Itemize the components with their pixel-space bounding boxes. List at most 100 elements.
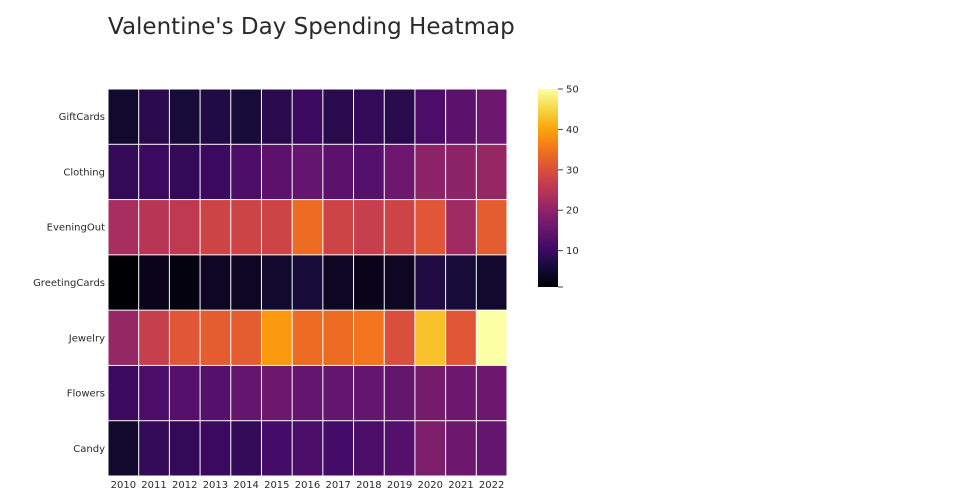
heatmap-cell-candy-2017 — [323, 421, 354, 476]
heatmap-cell-clothing-2018 — [354, 144, 384, 200]
x-tick-label: 2011 — [141, 480, 166, 491]
x-tick-label: 2016 — [295, 480, 320, 491]
heatmap-cell-giftcards-2011 — [139, 89, 169, 144]
heatmap-cell-eveningout-2019 — [384, 200, 415, 255]
heatmap-cell-flowers-2012 — [169, 365, 200, 421]
heatmap-cell-flowers-2020 — [415, 365, 446, 421]
heatmap-cell-jewelry-2019 — [384, 310, 415, 365]
heatmap-cell-greetingcards-2019 — [384, 255, 415, 310]
heatmap-cell-eveningout-2013 — [200, 200, 231, 255]
heatmap-cell-giftcards-2013 — [200, 89, 231, 144]
y-tick-label: Clothing — [63, 167, 105, 178]
heatmap-cell-clothing-2022 — [476, 144, 507, 200]
heatmap-cell-giftcards-2014 — [231, 89, 261, 144]
heatmap-cell-greetingcards-2016 — [292, 255, 323, 310]
heatmap-cell-jewelry-2017 — [323, 310, 354, 365]
heatmap-cell-eveningout-2012 — [169, 200, 200, 255]
heatmap-cell-jewelry-2016 — [292, 310, 323, 365]
heatmap-cell-greetingcards-2017 — [323, 255, 354, 310]
heatmap-cell-candy-2015 — [261, 421, 292, 476]
heatmap-cell-greetingcards-2014 — [231, 255, 261, 310]
heatmap-cell-clothing-2015 — [261, 144, 292, 200]
heatmap-cell-clothing-2016 — [292, 144, 323, 200]
heatmap-cells — [108, 89, 507, 476]
heatmap-cell-greetingcards-2012 — [169, 255, 200, 310]
y-axis-ticks: GiftCards Clothing EveningOut GreetingCards… — [33, 112, 105, 455]
heatmap-cell-candy-2021 — [446, 421, 476, 476]
colorbar-tick-label: 20 — [566, 206, 579, 217]
y-tick-label: GiftCards — [59, 112, 105, 123]
heatmap-cell-clothing-2012 — [169, 144, 200, 200]
heatmap-cell-jewelry-2013 — [200, 310, 231, 365]
heatmap-cell-flowers-2013 — [200, 365, 231, 421]
heatmap-cell-jewelry-2014 — [231, 310, 261, 365]
x-tick-label: 2017 — [325, 480, 350, 491]
heatmap-cell-jewelry-2012 — [169, 310, 200, 365]
heatmap-cell-greetingcards-2015 — [261, 255, 292, 310]
heatmap-cell-giftcards-2019 — [384, 89, 415, 144]
heatmap-cell-flowers-2011 — [139, 365, 169, 421]
heatmap-cell-candy-2012 — [169, 421, 200, 476]
heatmap-cell-giftcards-2021 — [446, 89, 476, 144]
colorbar-tick-label: 30 — [566, 165, 579, 176]
heatmap-cell-clothing-2010 — [108, 144, 139, 200]
heatmap-cell-eveningout-2015 — [261, 200, 292, 255]
heatmap-cell-giftcards-2016 — [292, 89, 323, 144]
x-tick-label: 2015 — [264, 480, 289, 491]
heatmap-cell-greetingcards-2020 — [415, 255, 446, 310]
heatmap-cell-eveningout-2016 — [292, 200, 323, 255]
heatmap-cell-flowers-2022 — [476, 365, 507, 421]
heatmap-cell-giftcards-2020 — [415, 89, 446, 144]
x-tick-label: 2013 — [203, 480, 228, 491]
heatmap-cell-flowers-2017 — [323, 365, 354, 421]
heatmap-cell-clothing-2019 — [384, 144, 415, 200]
heatmap-cell-candy-2018 — [354, 421, 384, 476]
y-tick-label: Flowers — [67, 389, 105, 400]
y-tick-label: EveningOut — [47, 223, 105, 234]
heatmap-cell-jewelry-2022 — [476, 310, 507, 365]
heatmap-cell-giftcards-2018 — [354, 89, 384, 144]
colorbar-ticks: 10 20 30 40 50 — [558, 85, 579, 288]
x-tick-label: 2020 — [418, 480, 443, 491]
heatmap-cell-clothing-2014 — [231, 144, 261, 200]
x-tick-label: 2018 — [356, 480, 381, 491]
heatmap-cell-greetingcards-2010 — [108, 255, 139, 310]
heatmap-cell-jewelry-2020 — [415, 310, 446, 365]
heatmap-cell-jewelry-2010 — [108, 310, 139, 365]
heatmap-cell-eveningout-2017 — [323, 200, 354, 255]
heatmap-cell-candy-2020 — [415, 421, 446, 476]
heatmap-cell-giftcards-2010 — [108, 89, 139, 144]
colorbar-tick-label: 50 — [566, 85, 579, 96]
heatmap-cell-candy-2014 — [231, 421, 261, 476]
heatmap-cell-candy-2022 — [476, 421, 507, 476]
heatmap-cell-flowers-2019 — [384, 365, 415, 421]
heatmap-cell-eveningout-2020 — [415, 200, 446, 255]
heatmap-cell-clothing-2017 — [323, 144, 354, 200]
heatmap-cell-greetingcards-2018 — [354, 255, 384, 310]
heatmap-cell-candy-2019 — [384, 421, 415, 476]
x-tick-label: 2021 — [448, 480, 473, 491]
chart-title: Valentine's Day Spending Heatmap — [108, 14, 515, 40]
heatmap-cell-clothing-2013 — [200, 144, 231, 200]
x-tick-label: 2012 — [172, 480, 197, 491]
heatmap-cell-greetingcards-2021 — [446, 255, 476, 310]
heatmap-cell-eveningout-2010 — [108, 200, 139, 255]
heatmap-cell-eveningout-2011 — [139, 200, 169, 255]
x-tick-label: 2014 — [233, 480, 258, 491]
heatmap-cell-clothing-2011 — [139, 144, 169, 200]
heatmap-cell-giftcards-2012 — [169, 89, 200, 144]
heatmap-cell-candy-2016 — [292, 421, 323, 476]
x-tick-label: 2010 — [111, 480, 136, 491]
heatmap-cell-eveningout-2018 — [354, 200, 384, 255]
heatmap-cell-greetingcards-2022 — [476, 255, 507, 310]
y-tick-label: GreetingCards — [33, 278, 105, 289]
heatmap-cell-flowers-2016 — [292, 365, 323, 421]
heatmap-cell-candy-2010 — [108, 421, 139, 476]
heatmap-cell-jewelry-2011 — [139, 310, 169, 365]
colorbar-bar — [538, 89, 558, 287]
x-tick-label: 2022 — [479, 480, 504, 491]
heatmap-cell-giftcards-2017 — [323, 89, 354, 144]
x-axis-ticks: 2010 2011 2012 2013 2014 2015 2016 2017 2018 2019… — [111, 480, 505, 491]
heatmap-cell-flowers-2010 — [108, 365, 139, 421]
